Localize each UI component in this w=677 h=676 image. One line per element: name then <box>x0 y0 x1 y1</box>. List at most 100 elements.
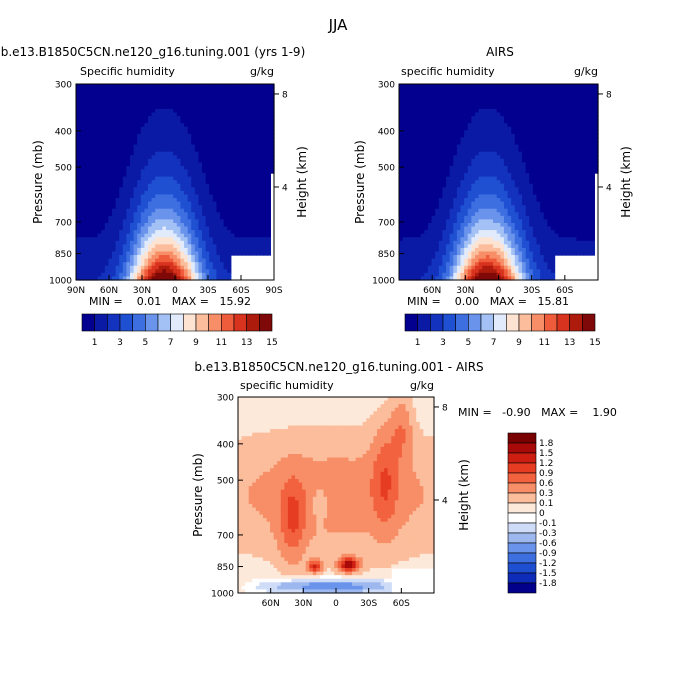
contour-cell <box>558 208 563 213</box>
contour-cell <box>173 208 178 213</box>
contour-cell <box>579 123 585 128</box>
contour-cell <box>256 187 261 192</box>
contour-cell <box>155 194 160 199</box>
contour-cell <box>180 133 185 139</box>
contour-cell <box>122 222 127 228</box>
contour-cell <box>122 187 127 192</box>
contour-cell <box>263 91 268 96</box>
contour-cell <box>522 180 527 185</box>
contour-cell <box>554 148 559 153</box>
contour-cell <box>565 201 570 206</box>
contour-cell <box>529 183 534 188</box>
contour-cell <box>83 183 88 188</box>
contour-cell <box>507 141 512 146</box>
contour-cell <box>536 183 541 188</box>
contour-cell <box>180 190 185 196</box>
contour-cell <box>187 262 192 267</box>
contour-cell <box>220 84 225 89</box>
contour-cell <box>238 208 243 213</box>
contour-cell <box>256 176 261 181</box>
contour-cell <box>187 130 192 135</box>
contour-cell <box>90 108 95 114</box>
contour-cell <box>115 126 120 131</box>
contour-cell <box>543 158 548 163</box>
contour-cell <box>532 194 538 199</box>
contour-cell <box>449 130 454 135</box>
contour-cell <box>115 151 120 156</box>
contour-cell <box>464 198 469 203</box>
contour-cell <box>202 119 207 124</box>
contour-cell <box>402 158 407 163</box>
contour-cell <box>525 112 530 117</box>
contour-cell <box>130 215 135 221</box>
contour-cell <box>176 208 181 213</box>
contour-cell <box>399 198 404 203</box>
contour-cell <box>406 137 411 142</box>
contour-cell <box>122 105 127 110</box>
contour-cell <box>83 251 88 256</box>
contour-cell <box>230 212 235 217</box>
contour-cell <box>594 116 599 121</box>
contour-cell <box>155 105 160 110</box>
contour-cell <box>496 126 501 131</box>
contour-cell <box>126 165 131 171</box>
contour-cell <box>587 123 592 128</box>
contour-cell <box>137 119 142 124</box>
contour-cell <box>169 244 174 249</box>
contour-cell <box>169 258 174 263</box>
contour-cell <box>507 133 512 139</box>
contour-cell <box>424 130 429 135</box>
contour-cell <box>540 198 545 203</box>
contour-cell <box>518 119 523 124</box>
contour-cell <box>122 205 127 210</box>
contour-cell <box>248 119 253 124</box>
contour-cell <box>478 198 483 203</box>
contour-cell <box>220 237 225 242</box>
contour-cell <box>202 137 207 142</box>
contour-cell <box>97 112 102 117</box>
contour-cell <box>133 222 138 228</box>
contour-cell <box>409 119 415 124</box>
contour-cell <box>482 137 487 142</box>
contour-cell <box>166 176 171 181</box>
contour-cell <box>431 101 436 106</box>
contour-cell <box>166 108 171 114</box>
contour-cell <box>126 247 131 253</box>
contour-cell <box>420 87 425 92</box>
contour-cell <box>94 187 99 192</box>
contour-cell <box>79 251 84 256</box>
contour-cell <box>532 176 538 181</box>
contour-cell <box>579 84 585 89</box>
contour-cell <box>467 105 472 110</box>
contour-cell <box>176 169 181 174</box>
contour-cell <box>485 108 491 114</box>
contour-cell <box>500 180 505 185</box>
contour-cell <box>230 158 235 163</box>
contour-cell <box>140 165 145 171</box>
contour-cell <box>194 222 199 228</box>
contour-cell <box>590 141 595 146</box>
contour-cell <box>104 116 109 121</box>
contour-cell <box>176 272 181 278</box>
contour-cell <box>442 198 447 203</box>
contour-cell <box>402 212 407 217</box>
contour-cell <box>144 173 149 178</box>
contour-cell <box>220 105 225 110</box>
contour-cell <box>148 169 153 174</box>
contour-cell <box>212 141 217 146</box>
contour-cell <box>140 269 145 274</box>
contour-cell <box>223 244 228 249</box>
contour-cell <box>194 130 199 135</box>
contour-cell <box>104 130 109 135</box>
contour-cell <box>529 190 534 196</box>
contour-cell <box>137 222 142 228</box>
contour-cell <box>148 155 153 160</box>
contour-cell <box>176 165 181 171</box>
contour-cell <box>187 84 192 89</box>
contour-cell <box>104 219 109 224</box>
contour-cell <box>478 162 483 167</box>
contour-cell <box>572 183 577 188</box>
contour-cell <box>97 194 102 199</box>
contour-cell <box>456 108 462 114</box>
contour-cell <box>191 190 196 196</box>
